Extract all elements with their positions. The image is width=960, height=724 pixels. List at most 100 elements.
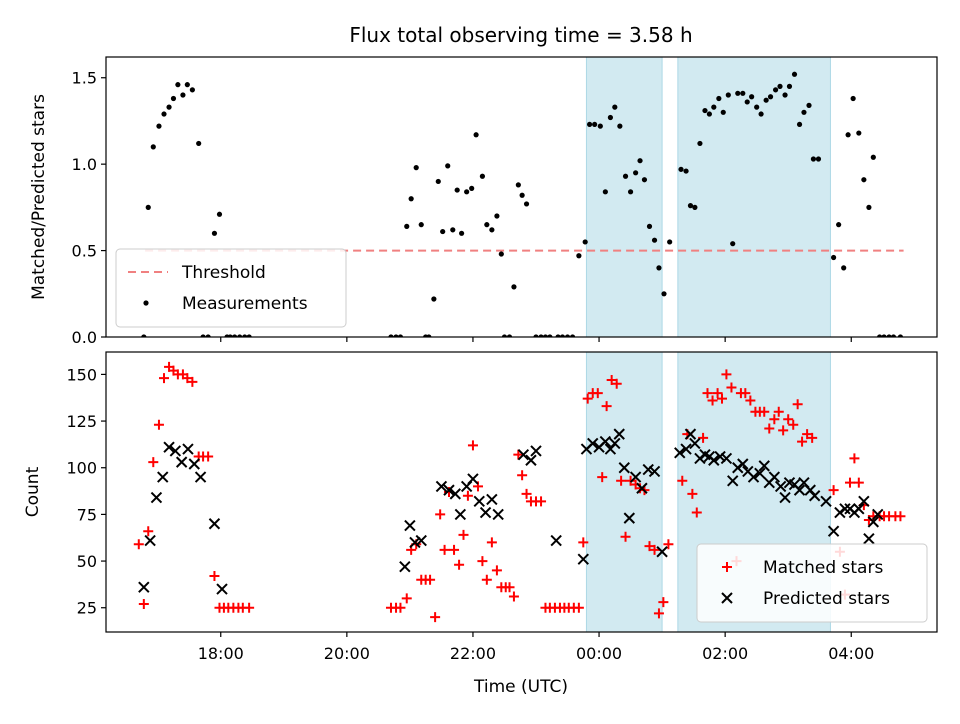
data-point bbox=[489, 227, 495, 233]
data-point bbox=[629, 471, 642, 483]
data-point bbox=[720, 109, 726, 115]
data-point bbox=[232, 334, 238, 337]
data-point bbox=[196, 140, 202, 147]
data-point bbox=[205, 334, 211, 337]
data-point bbox=[467, 473, 479, 485]
data-point bbox=[143, 526, 154, 537]
data-point bbox=[533, 334, 539, 337]
data-point bbox=[692, 204, 698, 210]
data-point bbox=[194, 471, 207, 483]
data-point bbox=[473, 495, 485, 508]
y-tick-label: 75 bbox=[77, 505, 97, 524]
data-point bbox=[737, 458, 749, 470]
data-point bbox=[867, 516, 880, 528]
data-point bbox=[454, 508, 467, 521]
data-point bbox=[458, 529, 469, 540]
y-tick-label: 0.5 bbox=[72, 242, 97, 261]
data-point bbox=[538, 334, 544, 337]
data-point bbox=[815, 156, 822, 162]
data-point bbox=[445, 163, 451, 169]
data-point bbox=[644, 541, 655, 552]
data-point bbox=[802, 429, 813, 440]
y-tick-label: 100 bbox=[66, 459, 97, 478]
data-point bbox=[150, 491, 163, 504]
data-point bbox=[216, 583, 228, 595]
data-point bbox=[849, 453, 860, 464]
data-point bbox=[578, 537, 589, 548]
legend-marker bbox=[143, 300, 149, 306]
data-point bbox=[697, 140, 703, 147]
data-point bbox=[828, 485, 839, 496]
data-point bbox=[853, 503, 865, 515]
data-point bbox=[786, 83, 793, 89]
data-point bbox=[836, 222, 842, 228]
data-point bbox=[435, 509, 446, 520]
series-measurements bbox=[141, 71, 904, 337]
legend: Threshold Measurements bbox=[115, 248, 347, 328]
data-point bbox=[636, 482, 648, 494]
y-tick-label: 50 bbox=[77, 552, 97, 571]
data-point bbox=[477, 556, 488, 567]
data-point bbox=[779, 491, 791, 504]
data-point bbox=[430, 612, 441, 623]
observing-interval-1 bbox=[677, 56, 831, 338]
data-point bbox=[791, 71, 798, 77]
data-point bbox=[506, 334, 513, 337]
data-point bbox=[767, 94, 774, 100]
data-point bbox=[687, 488, 698, 499]
data-point bbox=[144, 534, 156, 547]
data-point bbox=[796, 121, 803, 128]
data-point bbox=[881, 334, 887, 337]
data-point bbox=[897, 334, 904, 337]
data-point bbox=[683, 168, 689, 174]
data-point bbox=[170, 95, 177, 102]
data-point bbox=[166, 104, 172, 110]
data-point bbox=[555, 334, 561, 337]
data-point bbox=[469, 185, 475, 191]
data-point bbox=[138, 581, 150, 593]
data-point bbox=[740, 90, 746, 96]
legend-marker bbox=[722, 562, 732, 572]
data-point bbox=[133, 539, 144, 550]
data-point bbox=[523, 201, 530, 207]
x-axis-label: Time (UTC) bbox=[473, 677, 568, 697]
data-point bbox=[691, 507, 702, 518]
data-point bbox=[586, 121, 593, 128]
data-point bbox=[409, 536, 421, 549]
data-point bbox=[747, 471, 760, 483]
observing-interval-0 bbox=[585, 56, 663, 338]
data-point bbox=[872, 508, 884, 521]
data-point bbox=[649, 544, 660, 555]
data-point bbox=[607, 114, 614, 121]
data-point bbox=[712, 388, 723, 399]
y-tick-label: 1.0 bbox=[72, 155, 97, 174]
data-point bbox=[138, 599, 149, 609]
data-point bbox=[597, 472, 608, 483]
data-point bbox=[633, 170, 639, 176]
data-point bbox=[521, 488, 532, 499]
data-point bbox=[501, 334, 508, 337]
data-point bbox=[678, 166, 684, 172]
data-point bbox=[413, 165, 419, 171]
y-axis-label: Matched/Predicted stars bbox=[29, 94, 49, 300]
data-point bbox=[720, 452, 733, 465]
data-point bbox=[861, 177, 867, 183]
data-point bbox=[439, 544, 450, 555]
data-point bbox=[511, 284, 517, 290]
axes-frame bbox=[105, 56, 938, 338]
x-tick-label: 18:00 bbox=[198, 644, 244, 663]
data-point bbox=[211, 230, 218, 236]
data-point bbox=[454, 559, 465, 570]
data-point bbox=[674, 447, 686, 459]
data-point bbox=[163, 441, 175, 453]
x-tick-label: 04:00 bbox=[828, 644, 874, 663]
data-point bbox=[642, 463, 654, 476]
legend-box bbox=[115, 248, 347, 328]
y-tick-label: 0.0 bbox=[72, 328, 97, 347]
data-point bbox=[684, 428, 697, 440]
data-point bbox=[706, 111, 712, 117]
data-point bbox=[513, 449, 524, 460]
data-point bbox=[242, 334, 248, 337]
data-point bbox=[208, 518, 221, 530]
data-point bbox=[612, 104, 618, 110]
